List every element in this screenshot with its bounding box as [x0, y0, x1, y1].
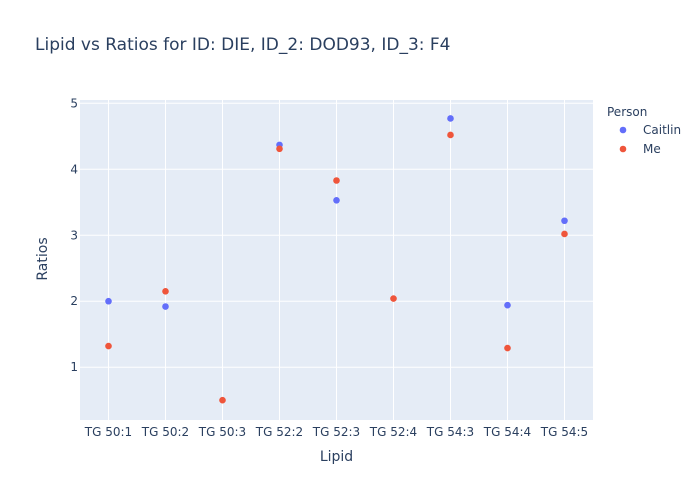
data-point-me[interactable] — [561, 230, 568, 238]
data-point-me[interactable] — [333, 177, 340, 184]
data-points — [105, 115, 568, 404]
data-point-caitlin[interactable] — [447, 115, 454, 122]
data-point-me[interactable] — [105, 342, 112, 350]
x-tick-label: TG 54:4 — [483, 425, 531, 439]
legend-marker — [619, 126, 627, 134]
legend-title: Person — [607, 105, 647, 119]
x-tick-label: TG 52:4 — [369, 425, 417, 439]
x-tick-label: TG 54:3 — [426, 425, 474, 439]
x-tick-label: TG 54:5 — [540, 425, 588, 439]
x-axis-title: Lipid — [320, 449, 353, 465]
data-point-me[interactable] — [276, 145, 283, 153]
data-point-caitlin[interactable] — [162, 303, 169, 310]
data-point-me[interactable] — [219, 396, 226, 404]
data-point-me[interactable] — [390, 295, 397, 302]
y-tick-label: 2 — [70, 294, 78, 308]
legend-label[interactable]: Caitlin — [643, 123, 681, 137]
y-tick-label: 4 — [70, 162, 78, 176]
y-axis-ticks: 1 2 3 4 5 — [70, 96, 78, 374]
x-tick-label: TG 50:3 — [198, 425, 246, 439]
data-point-caitlin[interactable] — [105, 297, 112, 305]
data-point-caitlin[interactable] — [561, 217, 568, 225]
data-point-me[interactable] — [447, 131, 454, 139]
y-axis-title: Ratios — [35, 237, 51, 280]
x-axis-ticks: TG 50:1 TG 50:2 TG 50:3 TG 52:2 TG 52:3 TG 52… — [84, 425, 588, 439]
x-tick-label: TG 52:2 — [255, 425, 303, 439]
y-tick-label: 3 — [70, 228, 78, 242]
legend: Person Caitlin Me — [607, 105, 681, 156]
data-point-caitlin[interactable] — [504, 301, 511, 309]
data-point-me[interactable] — [162, 288, 169, 295]
grid-lines — [80, 100, 593, 420]
y-tick-label: 1 — [70, 360, 78, 374]
y-tick-label: 5 — [70, 96, 78, 110]
data-point-me[interactable] — [504, 344, 511, 352]
x-tick-label: TG 52:3 — [312, 425, 360, 439]
data-point-caitlin[interactable] — [333, 196, 340, 204]
chart-title: Lipid vs Ratios for ID: DIE, ID_2: DOD93… — [35, 35, 451, 55]
legend-marker — [619, 145, 627, 153]
x-tick-label: TG 50:1 — [84, 425, 132, 439]
legend-label[interactable]: Me — [643, 142, 661, 156]
x-tick-label: TG 50:2 — [141, 425, 189, 439]
